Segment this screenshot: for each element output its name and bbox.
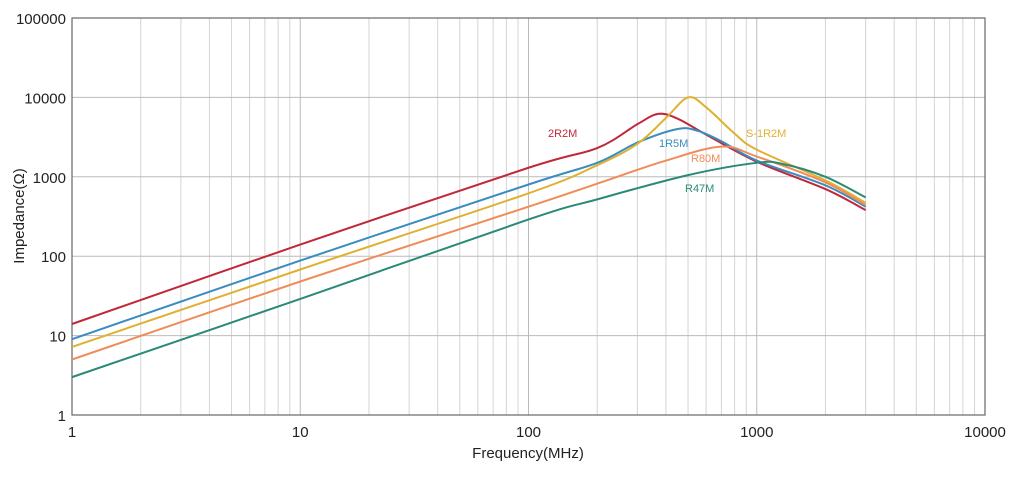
- y-tick-label: 10: [49, 329, 66, 346]
- grid: [71, 17, 986, 416]
- series-line-R80M: [71, 145, 867, 361]
- y-tick-label: 1: [58, 408, 66, 425]
- series-lines: [71, 96, 867, 379]
- y-axis-label: Impedance(Ω): [11, 168, 28, 263]
- x-tick-label: 1: [68, 424, 76, 441]
- y-tick-label: 10000: [24, 90, 66, 107]
- x-tick-label: 100: [516, 424, 541, 441]
- y-tick-label: 1000: [33, 170, 66, 187]
- tick-labels: 1 10 100 1000 10000 1 10 100 1000 10000 100000: [16, 11, 1006, 441]
- series-label-1R5M: 1R5M: [659, 138, 688, 150]
- x-tick-label: 10: [292, 424, 309, 441]
- y-tick-label: 100: [41, 249, 66, 266]
- series-label-R47M: R47M: [685, 183, 714, 195]
- series-label-2R2M: 2R2M: [548, 128, 577, 140]
- y-tick-label: 100000: [16, 11, 66, 28]
- plot-frame: [71, 17, 986, 416]
- series-label-S-1R2M: S-1R2M: [746, 128, 786, 140]
- series-line-S-1R2M: [71, 96, 867, 348]
- series-label-R80M: R80M: [691, 153, 720, 165]
- series-line-R47M: [71, 160, 867, 379]
- x-tick-label: 10000: [964, 424, 1006, 441]
- x-axis-label: Frequency(MHz): [472, 445, 584, 462]
- x-tick-label: 1000: [740, 424, 773, 441]
